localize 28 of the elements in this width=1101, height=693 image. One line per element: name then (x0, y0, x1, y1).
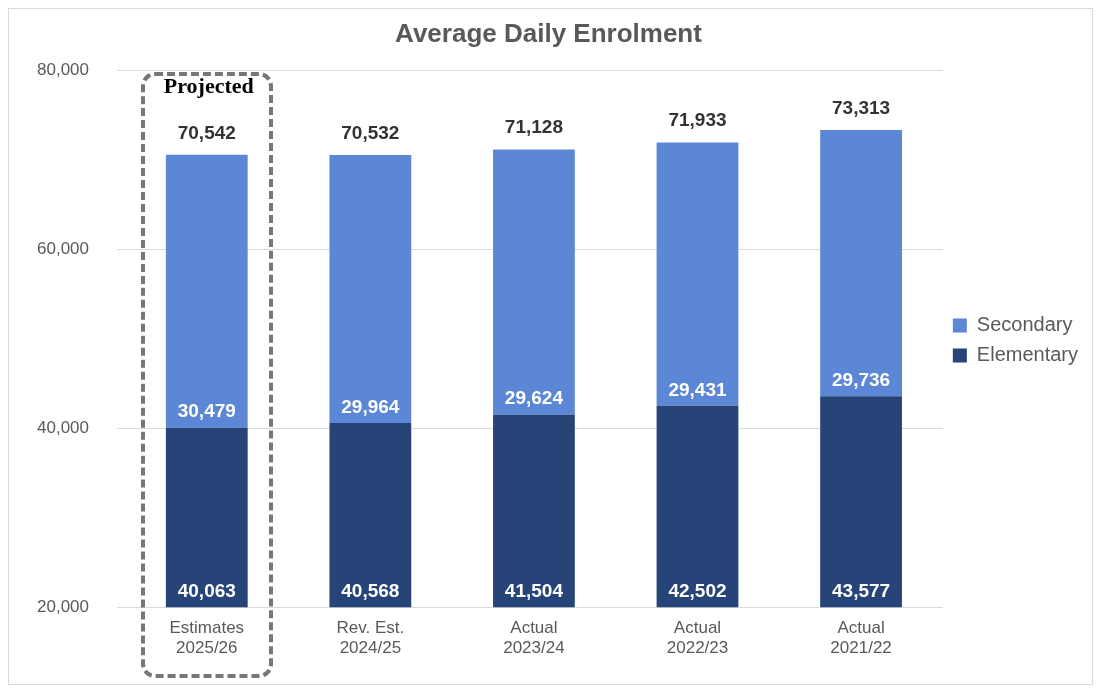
legend-label: Secondary (976, 313, 1073, 336)
y-tick-label: 60,000 (37, 238, 89, 258)
data-label: 29,431 (668, 378, 727, 400)
data-label: 29,964 (341, 395, 400, 417)
data-label: 43,577 (832, 579, 891, 601)
data-label: 40,568 (341, 579, 400, 601)
data-label: 40,063 (177, 579, 236, 601)
data-label: 42,502 (668, 579, 727, 601)
y-tick-label: 80,000 (37, 59, 89, 79)
data-label: 30,479 (177, 400, 236, 422)
y-tick-label: 40,000 (37, 417, 89, 437)
x-tick-label: Actual 2023/24 (503, 618, 565, 658)
y-tick-label: 20,000 (37, 596, 89, 616)
total-label: 70,532 (341, 121, 400, 143)
x-tick-label: Actual 2021/22 (830, 618, 892, 658)
total-label: 70,542 (177, 121, 236, 143)
annotation: Projected (163, 72, 254, 98)
x-tick-label: Rev. Est. 2024/25 (336, 618, 405, 658)
chart-title: Average Daily Enrolment (395, 17, 703, 48)
legend-label: Elementary (976, 343, 1078, 366)
data-label: 29,624 (504, 387, 564, 409)
total-label: 73,313 (832, 96, 891, 118)
data-label: 29,736 (832, 368, 891, 390)
x-tick-label: Actual 2022/23 (666, 618, 729, 658)
total-label: 71,933 (668, 109, 727, 131)
total-label: 71,128 (504, 116, 563, 138)
data-label: 41,504 (504, 579, 564, 601)
x-tick-label: Estimates 2025/26 (169, 618, 245, 658)
